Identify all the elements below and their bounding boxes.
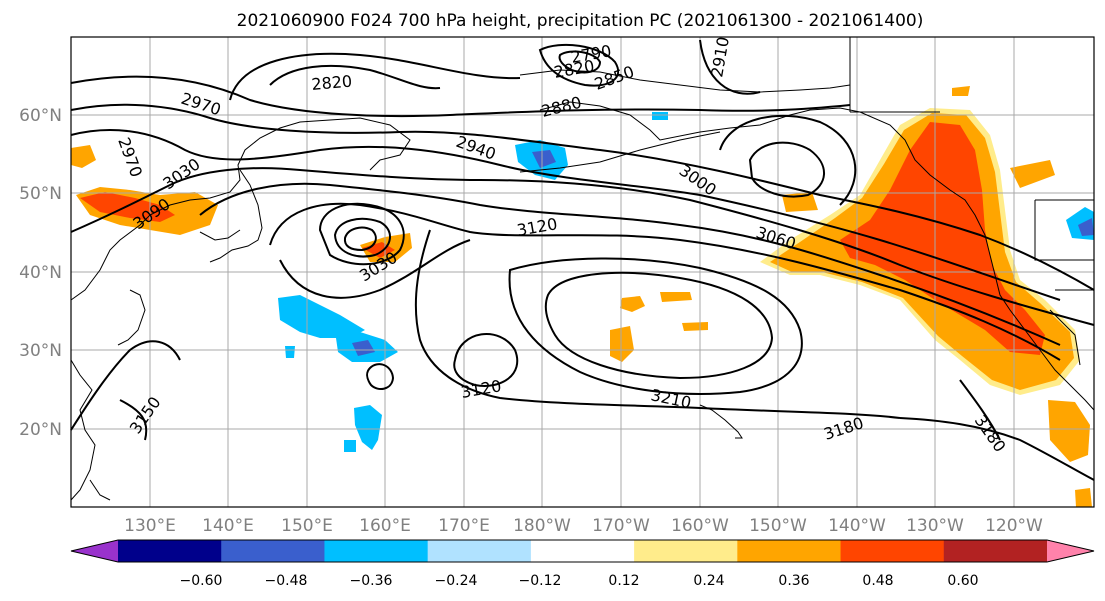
precip-positive-area: [660, 292, 692, 302]
colorbar-tick-label: −0.12: [519, 573, 562, 589]
lon-label: 130°E: [124, 516, 176, 536]
colorbar-extend-low: [71, 540, 118, 562]
lon-label: 130°W: [906, 516, 964, 536]
precip-negative-area: [352, 340, 375, 356]
colorbar-tick-label: 0.24: [693, 573, 724, 589]
colorbar-segment: [634, 540, 738, 562]
map-panel: 2970 2970 3030 3090 2820 2790 2820 2850 …: [70, 35, 1095, 508]
precip-positive-area: [610, 326, 634, 362]
colorbar-outline: [70, 539, 1095, 563]
precip-negative-area: [1078, 218, 1094, 236]
colorbar-tick-labels: −0.60 −0.48 −0.36 −0.24 −0.12 0.12 0.24 …: [180, 573, 979, 589]
coastlines: [70, 37, 1095, 501]
precip-positive-area: [1048, 400, 1090, 462]
colorbar-tick-label: 0.48: [862, 573, 893, 589]
colorbar-tick-label: −0.24: [435, 573, 478, 589]
precip-positive-area: [1010, 160, 1055, 188]
colorbar-tick-label: −0.60: [180, 573, 223, 589]
colorbar-segments: [70, 539, 1095, 563]
precip-negative-area: [652, 112, 668, 120]
contour-label: 2820: [311, 72, 353, 94]
colorbar-segment: [427, 540, 532, 562]
map-frame: [70, 36, 1095, 508]
colorbar-extend-high: [1047, 540, 1094, 562]
precip-positive-area: [682, 322, 708, 331]
colorbar-segment: [221, 540, 325, 562]
colorbar-tick-label: 0.12: [608, 573, 639, 589]
lon-label: 160°E: [359, 516, 411, 536]
lon-label: 120°W: [985, 516, 1043, 536]
map-title: 2021060900 F024 700 hPa height, precipit…: [237, 11, 924, 31]
lat-label: 50°N: [19, 184, 62, 204]
lat-label: 20°N: [19, 420, 62, 440]
precip-positive-area: [71, 145, 96, 168]
height-contours: [70, 39, 1095, 481]
colorbar-tick-label: −0.36: [350, 573, 393, 589]
colorbar-segment: [324, 540, 429, 562]
colorbar-segment: [118, 540, 222, 562]
colorbar-segment: [530, 540, 635, 562]
lat-label: 60°N: [19, 106, 62, 126]
precip-positive-area: [1075, 488, 1092, 507]
precip-positive-area: [620, 296, 645, 312]
colorbar-segment: [840, 540, 945, 562]
colorbar-segment: [737, 540, 842, 562]
precip-negative-area: [285, 346, 295, 358]
colorbar-tick-label: 0.36: [778, 573, 809, 589]
lon-label: 150°W: [749, 516, 807, 536]
lon-label: 150°E: [281, 516, 333, 536]
colorbar-tick-label: 0.60: [947, 573, 978, 589]
longitude-labels: 130°E 140°E 150°E 160°E 170°E 180°W 170°…: [124, 516, 1043, 536]
precip-positive-area: [782, 192, 818, 212]
lon-label: 140°W: [828, 516, 886, 536]
colorbar: −0.60 −0.48 −0.36 −0.24 −0.12 0.12 0.24 …: [70, 539, 1095, 589]
lon-label: 180°W: [513, 516, 571, 536]
lon-label: 170°W: [592, 516, 650, 536]
lat-label: 40°N: [19, 263, 62, 283]
lon-label: 140°E: [202, 516, 254, 536]
lon-label: 160°W: [671, 516, 729, 536]
precip-negative-area: [532, 150, 556, 168]
precip-negative-area: [354, 405, 382, 450]
precip-positive-area: [952, 86, 970, 96]
colorbar-tick-label: −0.48: [265, 573, 308, 589]
lat-label: 30°N: [19, 341, 62, 361]
precip-negative-area: [344, 440, 356, 452]
lon-label: 170°E: [438, 516, 490, 536]
precip-negative-area: [278, 295, 365, 338]
colorbar-segment: [943, 540, 1048, 562]
latitude-labels: 60°N 50°N 40°N 30°N 20°N: [19, 106, 62, 440]
